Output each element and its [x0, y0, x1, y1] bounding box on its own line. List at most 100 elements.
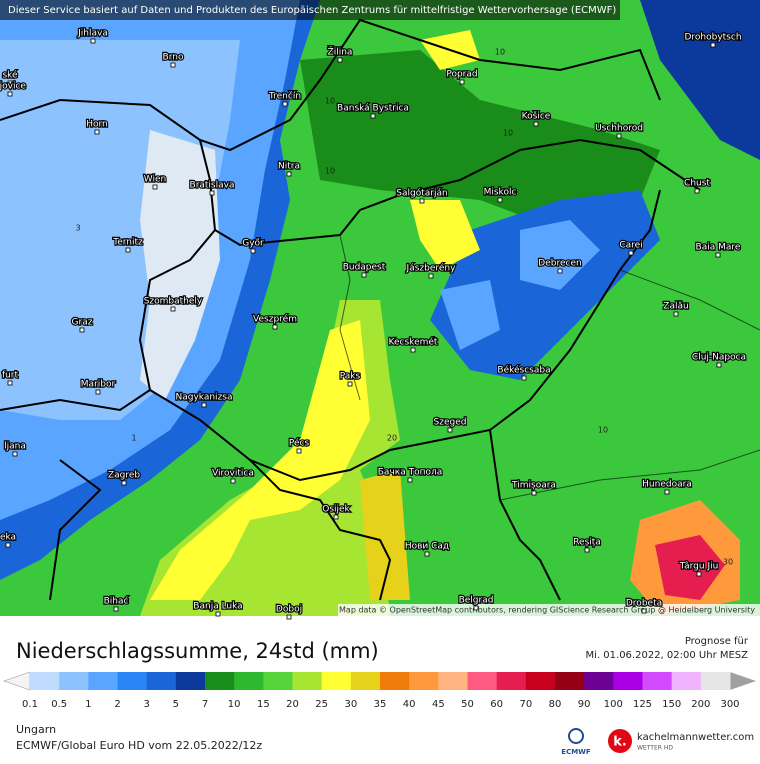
city-marker — [710, 42, 716, 48]
legend-label: 80 — [549, 699, 562, 710]
city-label: Belgrad — [459, 596, 494, 606]
city-label: Drobeta — [626, 599, 662, 609]
city-label: Veszprém — [253, 314, 297, 325]
city-label: Debrecen — [538, 259, 581, 269]
city-marker — [696, 571, 702, 577]
city-marker — [419, 198, 425, 204]
forecast-time: Mi. 01.06.2022, 02:00 Uhr MESZ — [586, 650, 749, 661]
city-marker — [521, 375, 527, 381]
city-marker — [557, 268, 563, 274]
legend-label: 25 — [315, 699, 328, 710]
city-label: Salgótarján — [396, 188, 447, 199]
city-marker — [215, 611, 221, 617]
city-label: Baia Mare — [696, 243, 741, 253]
city-label: Târgu Jiu — [679, 562, 719, 572]
city-label: Banská Bystrica — [337, 104, 409, 114]
city-marker — [90, 38, 96, 44]
site-icon-letter: k. — [613, 735, 627, 750]
ecmwf-logo: ECMWF — [561, 748, 591, 756]
legend-label: 150 — [662, 699, 681, 710]
contour-label: 10 — [598, 426, 608, 435]
city-label: furt — [2, 371, 19, 381]
city-marker — [459, 79, 465, 85]
city-label: Maribor — [81, 380, 116, 390]
city-label: Wien — [144, 175, 166, 185]
legend-arrow-high — [730, 672, 756, 690]
city-label: Nagykanizsa — [176, 393, 233, 403]
city-label: Győr — [242, 239, 264, 249]
city-label: Drohobytsch — [684, 33, 741, 43]
legend-label: 90 — [578, 699, 591, 710]
legend-swatch — [59, 672, 89, 690]
city-label: Bihać — [104, 596, 129, 607]
legend-label: 30 — [344, 699, 357, 710]
contour-label: 1 — [131, 434, 136, 443]
legend-swatch — [642, 672, 673, 690]
city-marker — [337, 57, 343, 63]
city-marker — [250, 248, 256, 254]
legend-label: 7 — [202, 699, 208, 710]
ecmwf-icon — [568, 728, 584, 744]
city-marker — [616, 133, 622, 139]
contour-label: 20 — [387, 434, 397, 443]
city-label: eka — [0, 533, 16, 543]
city-label: Нови Сад — [405, 542, 449, 552]
city-label: Kecskemét — [389, 337, 438, 348]
city-marker — [296, 448, 302, 454]
city-marker — [272, 324, 278, 330]
legend-swatch — [146, 672, 177, 690]
attribution: Map data © OpenStreetMap contributors, r… — [339, 606, 755, 615]
city-label: Osijek — [322, 505, 350, 515]
legend-label: 15 — [257, 699, 270, 710]
city-label: Žilina — [328, 46, 353, 58]
legend-swatch — [350, 672, 381, 690]
city-marker — [170, 62, 176, 68]
city-marker — [694, 188, 700, 194]
city-marker — [94, 129, 100, 135]
city-marker — [664, 489, 670, 495]
legend-swatch — [380, 672, 410, 690]
city-label: Brno — [163, 53, 184, 63]
city-label: ějovice — [0, 82, 26, 92]
city-label: Cluj-Napoca — [692, 353, 746, 363]
city-label: Jihlava — [77, 29, 108, 39]
legend-swatch — [234, 672, 264, 690]
legend-swatch — [117, 672, 148, 690]
legend-label: 45 — [432, 699, 445, 710]
contour-label: 10 — [325, 167, 335, 176]
city-marker — [7, 91, 13, 97]
city-marker — [333, 514, 339, 520]
legend-label: 1 — [85, 699, 91, 710]
city-marker — [79, 327, 85, 333]
city-label: Košice — [522, 111, 551, 122]
city-marker — [113, 606, 119, 612]
city-marker — [447, 427, 453, 433]
legend-label: 2 — [114, 699, 120, 710]
map — [0, 0, 760, 616]
legend-swatch — [88, 672, 118, 690]
city-marker — [152, 184, 158, 190]
banner-bg — [0, 0, 620, 20]
legend-swatch — [555, 672, 585, 690]
legend-swatch — [525, 672, 556, 690]
legend-swatch — [700, 672, 731, 690]
city-marker — [12, 451, 18, 457]
city-marker — [282, 101, 288, 107]
site-icon — [608, 729, 632, 753]
city-marker — [424, 551, 430, 557]
city-marker — [531, 490, 537, 496]
city-marker — [584, 547, 590, 553]
legend-label: 10 — [228, 699, 241, 710]
city-label: Békéscsaba — [497, 365, 550, 376]
city-marker — [286, 614, 292, 620]
legend-title: Niederschlagssumme, 24std (mm) — [16, 639, 379, 663]
city-label: ské — [2, 70, 18, 81]
city-marker — [209, 190, 215, 196]
city-label: Nitra — [278, 162, 300, 172]
forecast-label: Prognose für — [685, 636, 749, 647]
city-marker — [410, 347, 416, 353]
city-label: Bratislava — [190, 181, 235, 191]
legend-swatch — [438, 672, 468, 690]
legend-swatch — [584, 672, 614, 690]
